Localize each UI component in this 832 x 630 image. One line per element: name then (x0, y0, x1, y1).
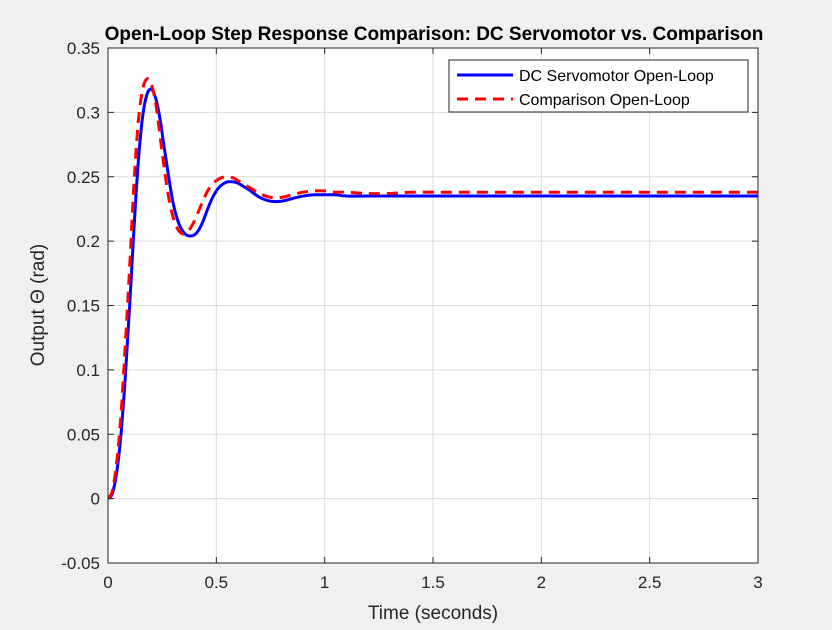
x-tick-label: 1.5 (421, 573, 445, 592)
y-tick-label: 0.1 (76, 361, 100, 380)
y-tick-label: 0.15 (67, 297, 100, 316)
chart-title: Open-Loop Step Response Comparison: DC S… (105, 24, 764, 45)
legend-box (448, 59, 749, 113)
y-tick-label: 0.35 (67, 39, 100, 58)
legend-label: Comparison Open-Loop (519, 92, 690, 109)
series-lines (108, 77, 758, 500)
series-line-1 (108, 87, 758, 500)
legend-label: DC Servomotor Open-Loop (519, 68, 714, 85)
x-axis-label: Time (seconds) (368, 603, 498, 624)
y-tick-label: 0.25 (67, 168, 100, 187)
x-tick-label: 1 (320, 573, 329, 592)
x-tick-label: 2 (537, 573, 546, 592)
y-tick-label: 0.2 (76, 232, 100, 251)
y-tick-label: 0.05 (67, 425, 100, 444)
y-tick-label: 0 (91, 490, 100, 509)
y-axis-label: Output Θ (rad) (28, 244, 49, 367)
x-tick-label: 3 (753, 573, 762, 592)
axis-ticks: 0 0.5 1 1.5 2 2.5 3-0.0500.050.10.150.20.250.3… (61, 39, 762, 592)
x-tick-label: 2.5 (638, 573, 662, 592)
legend: DC Servomotor Open-Loop Comparison Open-L… (448, 59, 749, 113)
x-tick-label: 0 (103, 573, 112, 592)
y-tick-label: -0.05 (61, 554, 100, 573)
series-line-2 (108, 77, 758, 500)
x-tick-label: 0.5 (205, 573, 229, 592)
y-tick-label: 0.3 (76, 103, 100, 122)
